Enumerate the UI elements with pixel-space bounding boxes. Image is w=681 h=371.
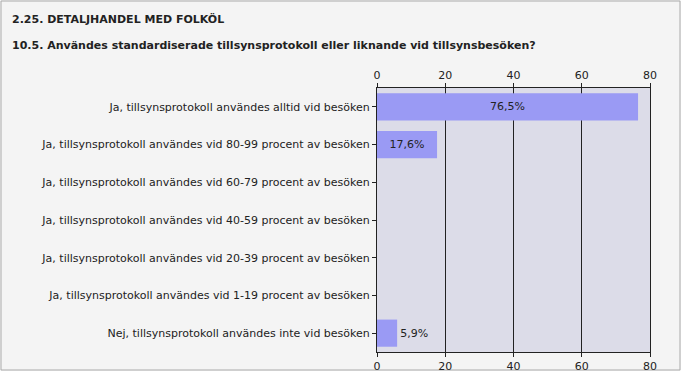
svg-text:40: 40 xyxy=(507,360,521,371)
svg-text:80: 80 xyxy=(643,69,657,82)
svg-text:Ja, tillsynsprotokoll användes: Ja, tillsynsprotokoll användes vid 40-59… xyxy=(41,214,369,227)
svg-text:20: 20 xyxy=(438,69,452,82)
svg-text:Nej, tillsynsprotokoll använde: Nej, tillsynsprotokoll användes inte vid… xyxy=(107,327,369,340)
svg-text:Ja, tillsynsprotokoll användes: Ja, tillsynsprotokoll användes vid 80-99… xyxy=(41,138,369,151)
svg-text:40: 40 xyxy=(507,69,521,82)
svg-text:Ja, tillsynsprotokoll användes: Ja, tillsynsprotokoll användes vid 60-79… xyxy=(41,176,369,189)
svg-text:2.25. DETALJHANDEL MED FOLKÖL: 2.25. DETALJHANDEL MED FOLKÖL xyxy=(12,12,224,26)
svg-text:0: 0 xyxy=(374,360,381,371)
svg-text:60: 60 xyxy=(575,69,589,82)
svg-text:5,9%: 5,9% xyxy=(400,327,428,340)
svg-text:60: 60 xyxy=(575,360,589,371)
svg-text:Ja, tillsynsprotokoll användes: Ja, tillsynsprotokoll användes alltid vi… xyxy=(108,101,369,114)
svg-text:0: 0 xyxy=(374,69,381,82)
svg-text:80: 80 xyxy=(643,360,657,371)
svg-text:10.5. Användes standardiserade: 10.5. Användes standardiserade tillsynsp… xyxy=(12,39,536,52)
svg-text:76,5%: 76,5% xyxy=(490,100,525,113)
svg-text:Ja, tillsynsprotokoll användes: Ja, tillsynsprotokoll användes vid 1-19 … xyxy=(48,289,369,302)
svg-text:17,6%: 17,6% xyxy=(390,138,425,151)
svg-text:20: 20 xyxy=(438,360,452,371)
svg-text:Ja, tillsynsprotokoll användes: Ja, tillsynsprotokoll användes vid 20-39… xyxy=(41,252,369,265)
